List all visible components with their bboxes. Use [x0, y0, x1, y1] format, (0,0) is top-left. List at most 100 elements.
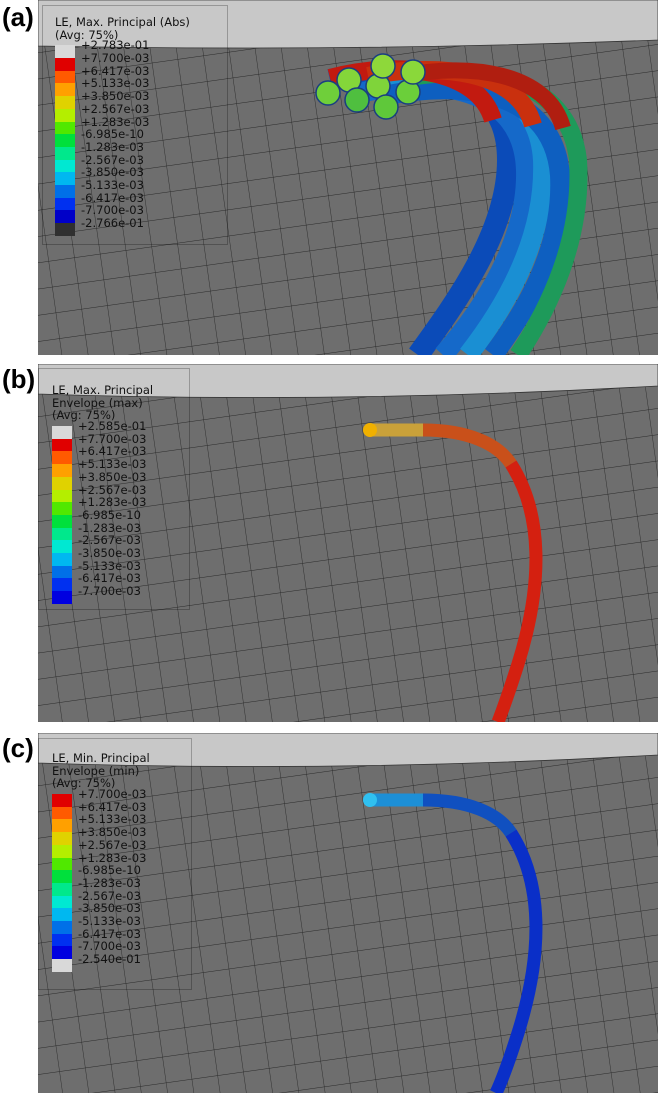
- legend-swatch: [55, 172, 75, 185]
- legend-entry: -2.567e-03: [55, 153, 190, 173]
- legend-entry: +2.567e-03: [55, 103, 190, 122]
- legend-a: LE, Max. Principal (Abs) (Avg: 75%) +2.7…: [55, 16, 190, 236]
- legend-title-line: (Avg: 75%): [55, 27, 119, 42]
- legend-entry: -7.700e-03: [52, 585, 153, 604]
- legend-swatch: [55, 223, 75, 236]
- legend-value: +1.283e-03: [81, 114, 150, 129]
- legend-title-line: LE, Min. Principal: [52, 751, 150, 765]
- legend-value: -7.700e-03: [78, 939, 141, 954]
- legend-entry: +3.850e-03: [52, 826, 150, 845]
- legend-value: -5.133e-03: [78, 913, 141, 928]
- legend-swatch: [52, 464, 72, 477]
- legend-swatch: [55, 197, 75, 211]
- legend-title-line: Envelope (max): [52, 395, 143, 410]
- legend-entry: -3.850e-03: [52, 547, 153, 566]
- legend-entry: -1.283e-03: [52, 521, 153, 541]
- legend-swatch: [52, 882, 72, 896]
- legend-entry: +1.283e-03: [52, 851, 150, 871]
- cable-bundle-a: [315, 53, 588, 355]
- legend-swatch: [52, 895, 72, 909]
- mesh-plot-b: [38, 364, 658, 722]
- legend-value: -2.766e-01: [81, 216, 144, 231]
- legend-entry: +7.700e-03: [52, 433, 153, 452]
- legend-entry: +2.567e-03: [52, 839, 150, 858]
- legend-value: -3.850e-03: [78, 901, 141, 916]
- legend-swatch: [52, 857, 72, 871]
- legend-entry: -1.283e-03: [55, 141, 190, 160]
- legend-entry: +7.700e-03: [55, 52, 190, 71]
- legend-value: +7.700e-03: [78, 431, 147, 446]
- legend-entry: -7.700e-03: [55, 204, 190, 224]
- legend-swatch: [55, 83, 75, 97]
- legend-swatch: [52, 908, 72, 921]
- legend-value: -1.283e-03: [81, 139, 144, 154]
- legend-entry: -2.567e-03: [52, 889, 150, 909]
- legend-title-c: LE, Min. Principal Envelope (min) (Avg: …: [52, 752, 150, 790]
- legend-swatch: [52, 946, 72, 960]
- legend-entry: -3.850e-03: [55, 166, 190, 185]
- legend-entry: +2.567e-03: [52, 483, 153, 503]
- legend-entry: -5.133e-03: [52, 559, 153, 579]
- legend-entry: +3.850e-03: [52, 471, 153, 490]
- legend-value: -1.283e-03: [78, 875, 141, 890]
- legend-value: -5.133e-03: [78, 558, 141, 573]
- legend-value: -6.417e-03: [78, 571, 141, 586]
- legend-swatch: [52, 806, 72, 820]
- legend-entry: +6.417e-03: [52, 445, 153, 465]
- legend-value: +3.850e-03: [81, 89, 150, 104]
- legend-entry: +5.133e-03: [52, 458, 153, 477]
- legend-entry: -6.417e-03: [52, 572, 153, 592]
- legend-value: +5.133e-03: [81, 76, 150, 91]
- legend-box-c: [38, 738, 192, 990]
- legend-swatch: [55, 146, 75, 160]
- legend-entry: -1.283e-03: [52, 877, 150, 896]
- legend-swatch: [52, 920, 72, 934]
- cable-c: [363, 793, 543, 1093]
- legend-swatch: [52, 502, 72, 515]
- legend-swatch: [55, 96, 75, 109]
- legend-swatch: [55, 184, 75, 198]
- legend-swatch: [55, 134, 75, 147]
- legend-swatch: [52, 565, 72, 579]
- panel-label-c: (c): [2, 733, 34, 763]
- legend-value: +1.283e-03: [78, 495, 147, 510]
- legend-value: -6.417e-03: [81, 190, 144, 205]
- legend-value: -6.985e-10: [78, 507, 141, 522]
- legend-swatch: [52, 844, 72, 858]
- legend-value: -2.567e-03: [78, 888, 141, 903]
- legend-swatch: [52, 438, 72, 452]
- legend-title-a: LE, Max. Principal (Abs) (Avg: 75%): [55, 16, 190, 41]
- legend-value: +2.567e-03: [78, 482, 147, 497]
- legend-value: +5.133e-03: [78, 812, 147, 827]
- legend-entry: +5.133e-03: [55, 77, 190, 97]
- legend-value: -7.700e-03: [81, 203, 144, 218]
- legend-entry: -6.985e-10: [55, 128, 190, 147]
- legend-entry: -7.700e-03: [52, 940, 150, 960]
- legend-swatch: [52, 794, 72, 807]
- legend-value: +2.783e-01: [81, 38, 150, 53]
- legend-value: -6.417e-03: [78, 926, 141, 941]
- legend-value: +1.283e-03: [78, 850, 147, 865]
- legend-value: -2.567e-03: [78, 533, 141, 548]
- legend-swatch: [52, 870, 72, 883]
- legend-entry: +2.783e-01: [55, 39, 190, 59]
- legend-swatch: [55, 121, 75, 135]
- legend-entry: -6.985e-10: [52, 864, 150, 883]
- legend-entry: +7.700e-03: [52, 788, 150, 807]
- legend-entry: -6.417e-03: [55, 191, 190, 211]
- legend-box-a: [42, 5, 228, 245]
- legend-value: -2.567e-03: [81, 152, 144, 167]
- legend-title-b: LE, Max. Principal Envelope (max) (Avg: …: [52, 384, 153, 422]
- legend-entry: -3.850e-03: [52, 902, 150, 921]
- legend-swatch: [52, 578, 72, 592]
- legend-swatch: [52, 476, 72, 490]
- legend-value: -1.283e-03: [78, 520, 141, 535]
- legend-entry: +6.417e-03: [52, 801, 150, 820]
- legend-swatch: [55, 70, 75, 84]
- legend-value: +6.417e-03: [81, 63, 150, 78]
- mesh-plot-c: [38, 733, 658, 1093]
- legend-value: -6.985e-10: [78, 863, 141, 878]
- legend-value: +2.567e-03: [78, 837, 147, 852]
- legend-title-line: (Avg: 75%): [52, 776, 116, 791]
- legend-value: -6.985e-10: [81, 127, 144, 142]
